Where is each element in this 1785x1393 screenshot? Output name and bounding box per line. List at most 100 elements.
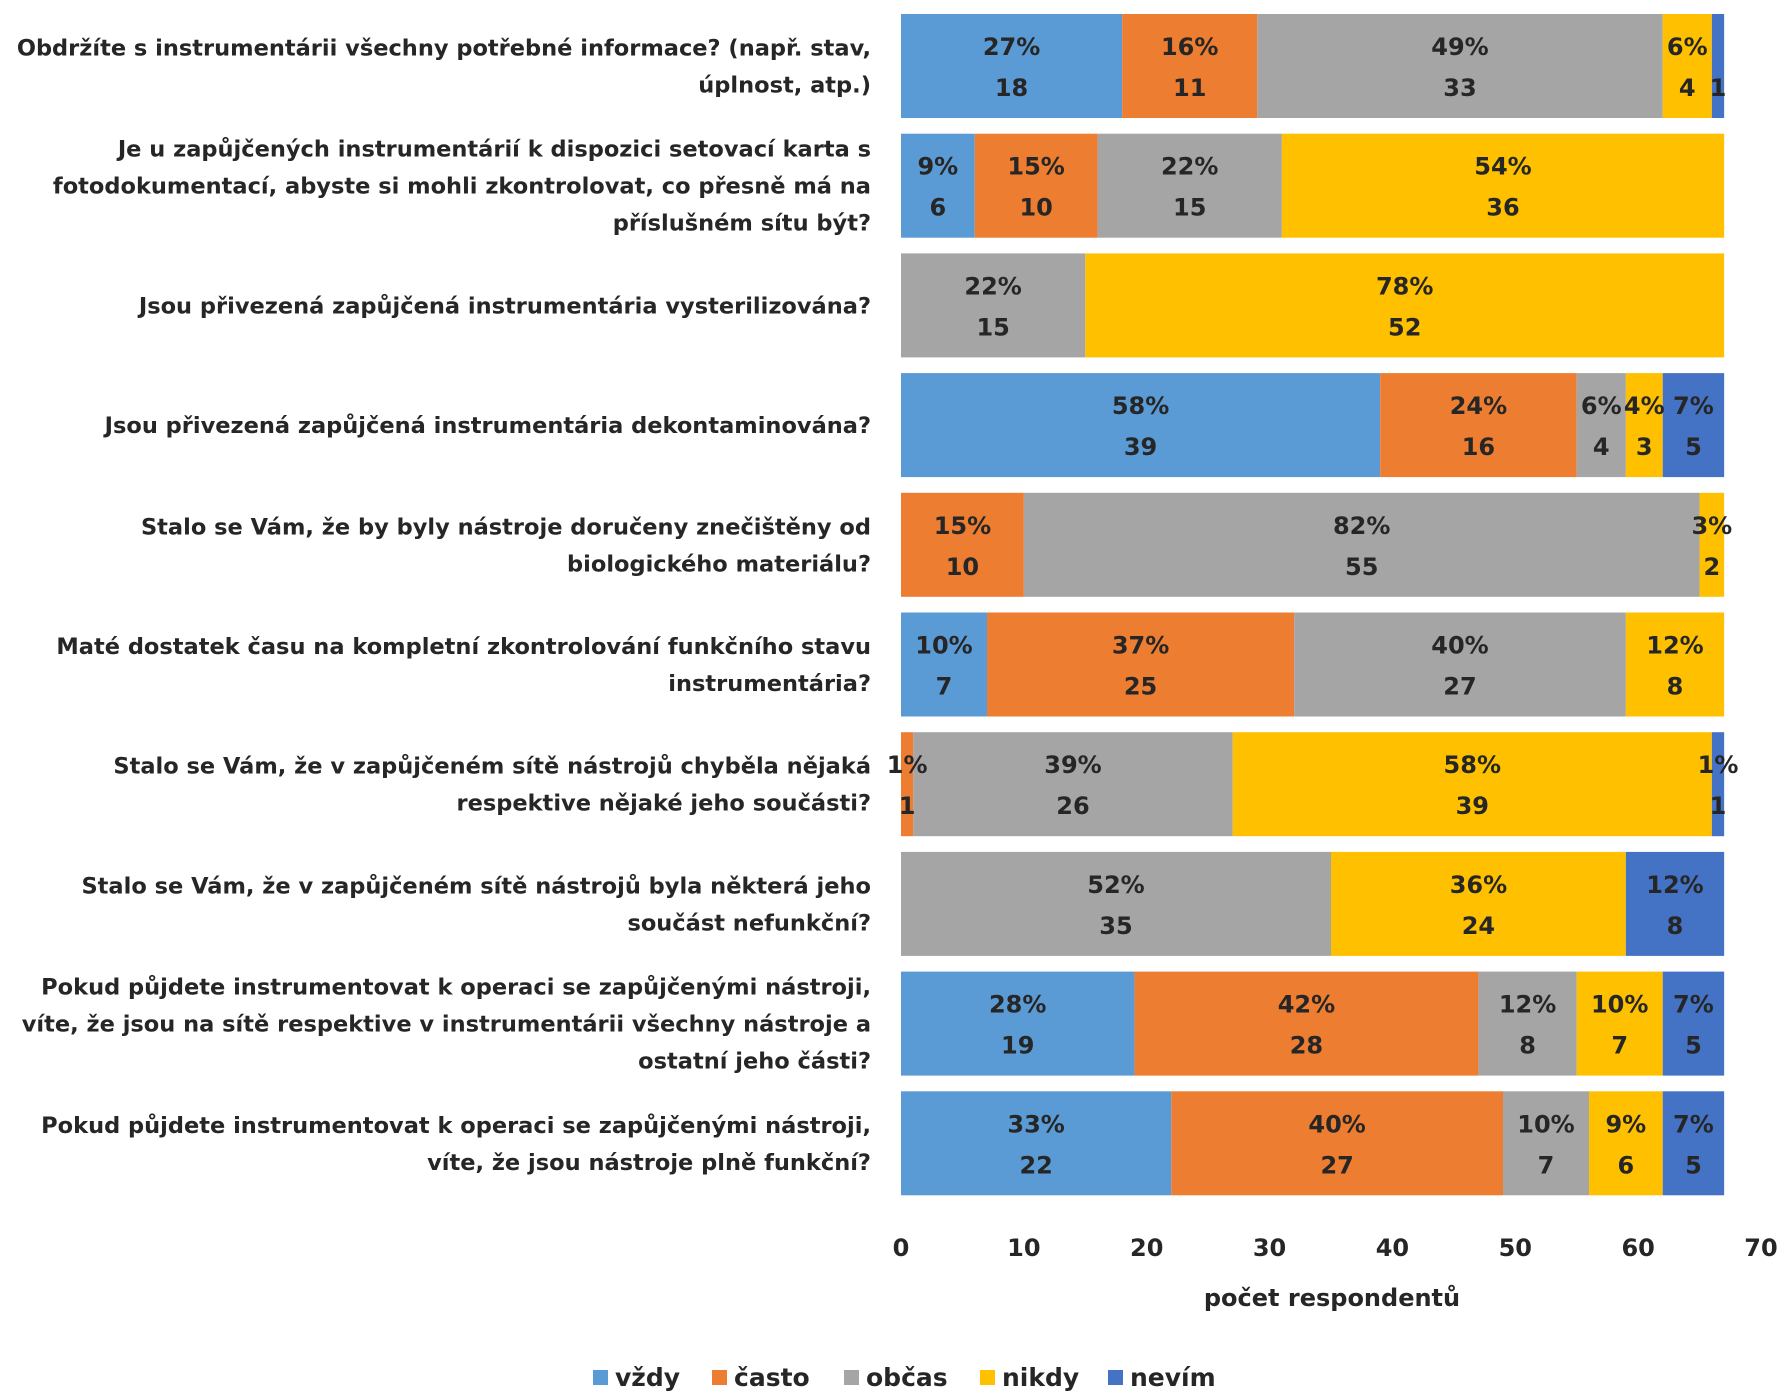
segment-count-label: 16: [1462, 433, 1495, 461]
legend-label: nikdy: [1002, 1363, 1079, 1392]
segment-percent-label: 37%: [1112, 632, 1169, 660]
bar-segment: [1023, 492, 1700, 597]
segment-count-label: 25: [1124, 673, 1157, 701]
segment-count-label: 18: [995, 74, 1028, 102]
segment-percent-label: 7%: [1673, 392, 1714, 420]
segment-count-label: 22: [1019, 1151, 1052, 1179]
segment-count-label: 15: [1173, 194, 1206, 222]
segment-count-label: 8: [1519, 1032, 1536, 1060]
question-label-line: Pokud půjdete instrumentovat k operaci s…: [41, 974, 871, 1001]
segment-percent-label: 12%: [1499, 991, 1556, 1019]
bar-segment: [1662, 14, 1712, 118]
question-label-line: součást nefunkční?: [627, 910, 871, 936]
segment-percent-label: 7%: [1673, 991, 1714, 1019]
question-label-line: Pokud půjdete instrumentovat k operaci s…: [41, 1112, 871, 1139]
question-label-line: víte, že jsou na sítě respektive v instr…: [22, 1012, 871, 1038]
segment-count-label: 10: [946, 553, 979, 581]
segment-percent-label: 52%: [1087, 871, 1144, 899]
bar-segment: [1576, 971, 1663, 1076]
bar-segment: [901, 612, 987, 717]
bar-segment: [1711, 732, 1725, 837]
bar-segment: [901, 1091, 1172, 1196]
segment-count-label: 27: [1443, 673, 1476, 701]
segment-count-label: 19: [1001, 1032, 1034, 1060]
bar-segment: [1625, 373, 1663, 478]
segment-count-label: 5: [1685, 433, 1702, 461]
segment-percent-label: 58%: [1444, 751, 1501, 779]
segment-count-label: 8: [1667, 912, 1684, 940]
x-tick-label: 30: [1253, 1234, 1286, 1262]
segment-percent-label: 27%: [983, 33, 1040, 61]
legend: vždy často občas nikdy nevím: [593, 1363, 1216, 1392]
segment-count-label: 7: [1611, 1032, 1628, 1060]
question-label-line: ostatní jeho části?: [638, 1049, 871, 1075]
segment-percent-label: 10%: [915, 632, 972, 660]
segment-count-label: 35: [1099, 912, 1132, 940]
question-label-line: Jsou přivezená zapůjčená instrumentária …: [103, 412, 871, 439]
bar-segment: [1576, 373, 1626, 478]
bar-segment: [1122, 14, 1258, 118]
bar-segment: [1699, 492, 1725, 597]
segment-count-label: 5: [1685, 1151, 1702, 1179]
segment-count-label: 11: [1173, 74, 1206, 102]
bar-segment: [901, 732, 914, 837]
segment-count-label: 15: [976, 313, 1009, 341]
segment-percent-label: 78%: [1376, 272, 1433, 300]
segment-count-label: 55: [1345, 553, 1378, 581]
segment-percent-label: 36%: [1450, 871, 1507, 899]
x-tick-label: 70: [1744, 1234, 1777, 1262]
bar-segment: [1281, 133, 1725, 238]
question-label-line: víte, že jsou nástroje plně funkční?: [427, 1150, 871, 1176]
segment-count-label: 26: [1056, 792, 1089, 820]
bar-segment: [1662, 1091, 1725, 1196]
segment-percent-label: 1%: [887, 751, 928, 779]
legend-label: nevím: [1130, 1363, 1216, 1392]
bar-segment: [1503, 1091, 1589, 1196]
segment-percent-label: 40%: [1431, 632, 1488, 660]
segment-count-label: 7: [1538, 1151, 1555, 1179]
question-label-line: biologického materiálu?: [567, 551, 871, 577]
segment-percent-label: 10%: [1591, 991, 1648, 1019]
segment-count-label: 39: [1456, 792, 1489, 820]
x-tick-label: 40: [1376, 1234, 1409, 1262]
bar-segment: [901, 971, 1135, 1076]
bar-segment: [987, 612, 1295, 717]
segment-count-label: 3: [1636, 433, 1653, 461]
segment-percent-label: 1%: [1698, 751, 1739, 779]
legend-swatch: [980, 1370, 995, 1385]
bar-segment: [901, 14, 1123, 118]
legend-swatch: [1108, 1370, 1123, 1385]
question-label-line: Obdržíte s instrumentárii všechny potřeb…: [17, 36, 871, 62]
segment-count-label: 1: [1710, 792, 1727, 820]
bar-segment: [1134, 971, 1479, 1076]
segment-percent-label: 7%: [1673, 1110, 1714, 1138]
segment-count-label: 27: [1320, 1151, 1353, 1179]
segment-percent-label: 39%: [1044, 751, 1101, 779]
bar-segment: [1097, 133, 1282, 238]
segment-percent-label: 58%: [1112, 392, 1169, 420]
question-labels: Obdržíte s instrumentárii všechny potřeb…: [17, 36, 871, 1176]
segment-count-label: 33: [1443, 74, 1476, 102]
bar-segment: [1257, 14, 1663, 118]
segment-count-label: 2: [1704, 553, 1721, 581]
segment-count-label: 36: [1486, 194, 1519, 222]
x-axis-title: počet respondentů: [1204, 1284, 1460, 1312]
bar-segment: [1232, 732, 1712, 837]
bar-segment: [1085, 253, 1725, 358]
segment-percent-label: 6%: [1667, 33, 1708, 61]
question-label-line: Jsou přivezená zapůjčená instrumentária …: [137, 292, 871, 319]
segment-percent-label: 28%: [989, 991, 1046, 1019]
segment-percent-label: 6%: [1581, 392, 1622, 420]
question-label-line: příslušném sítu být?: [613, 211, 871, 237]
x-tick-label: 60: [1621, 1234, 1654, 1262]
legend-swatch: [844, 1370, 859, 1385]
segment-percent-label: 15%: [934, 512, 991, 540]
segment-count-label: 6: [1618, 1151, 1635, 1179]
x-axis: 0 10 20 30 40 50 60 70: [893, 1234, 1778, 1262]
segment-percent-label: 22%: [1161, 153, 1218, 181]
bar-segment: [1625, 851, 1725, 956]
bar-segment: [1589, 1091, 1663, 1196]
segment-percent-label: 40%: [1308, 1110, 1365, 1138]
